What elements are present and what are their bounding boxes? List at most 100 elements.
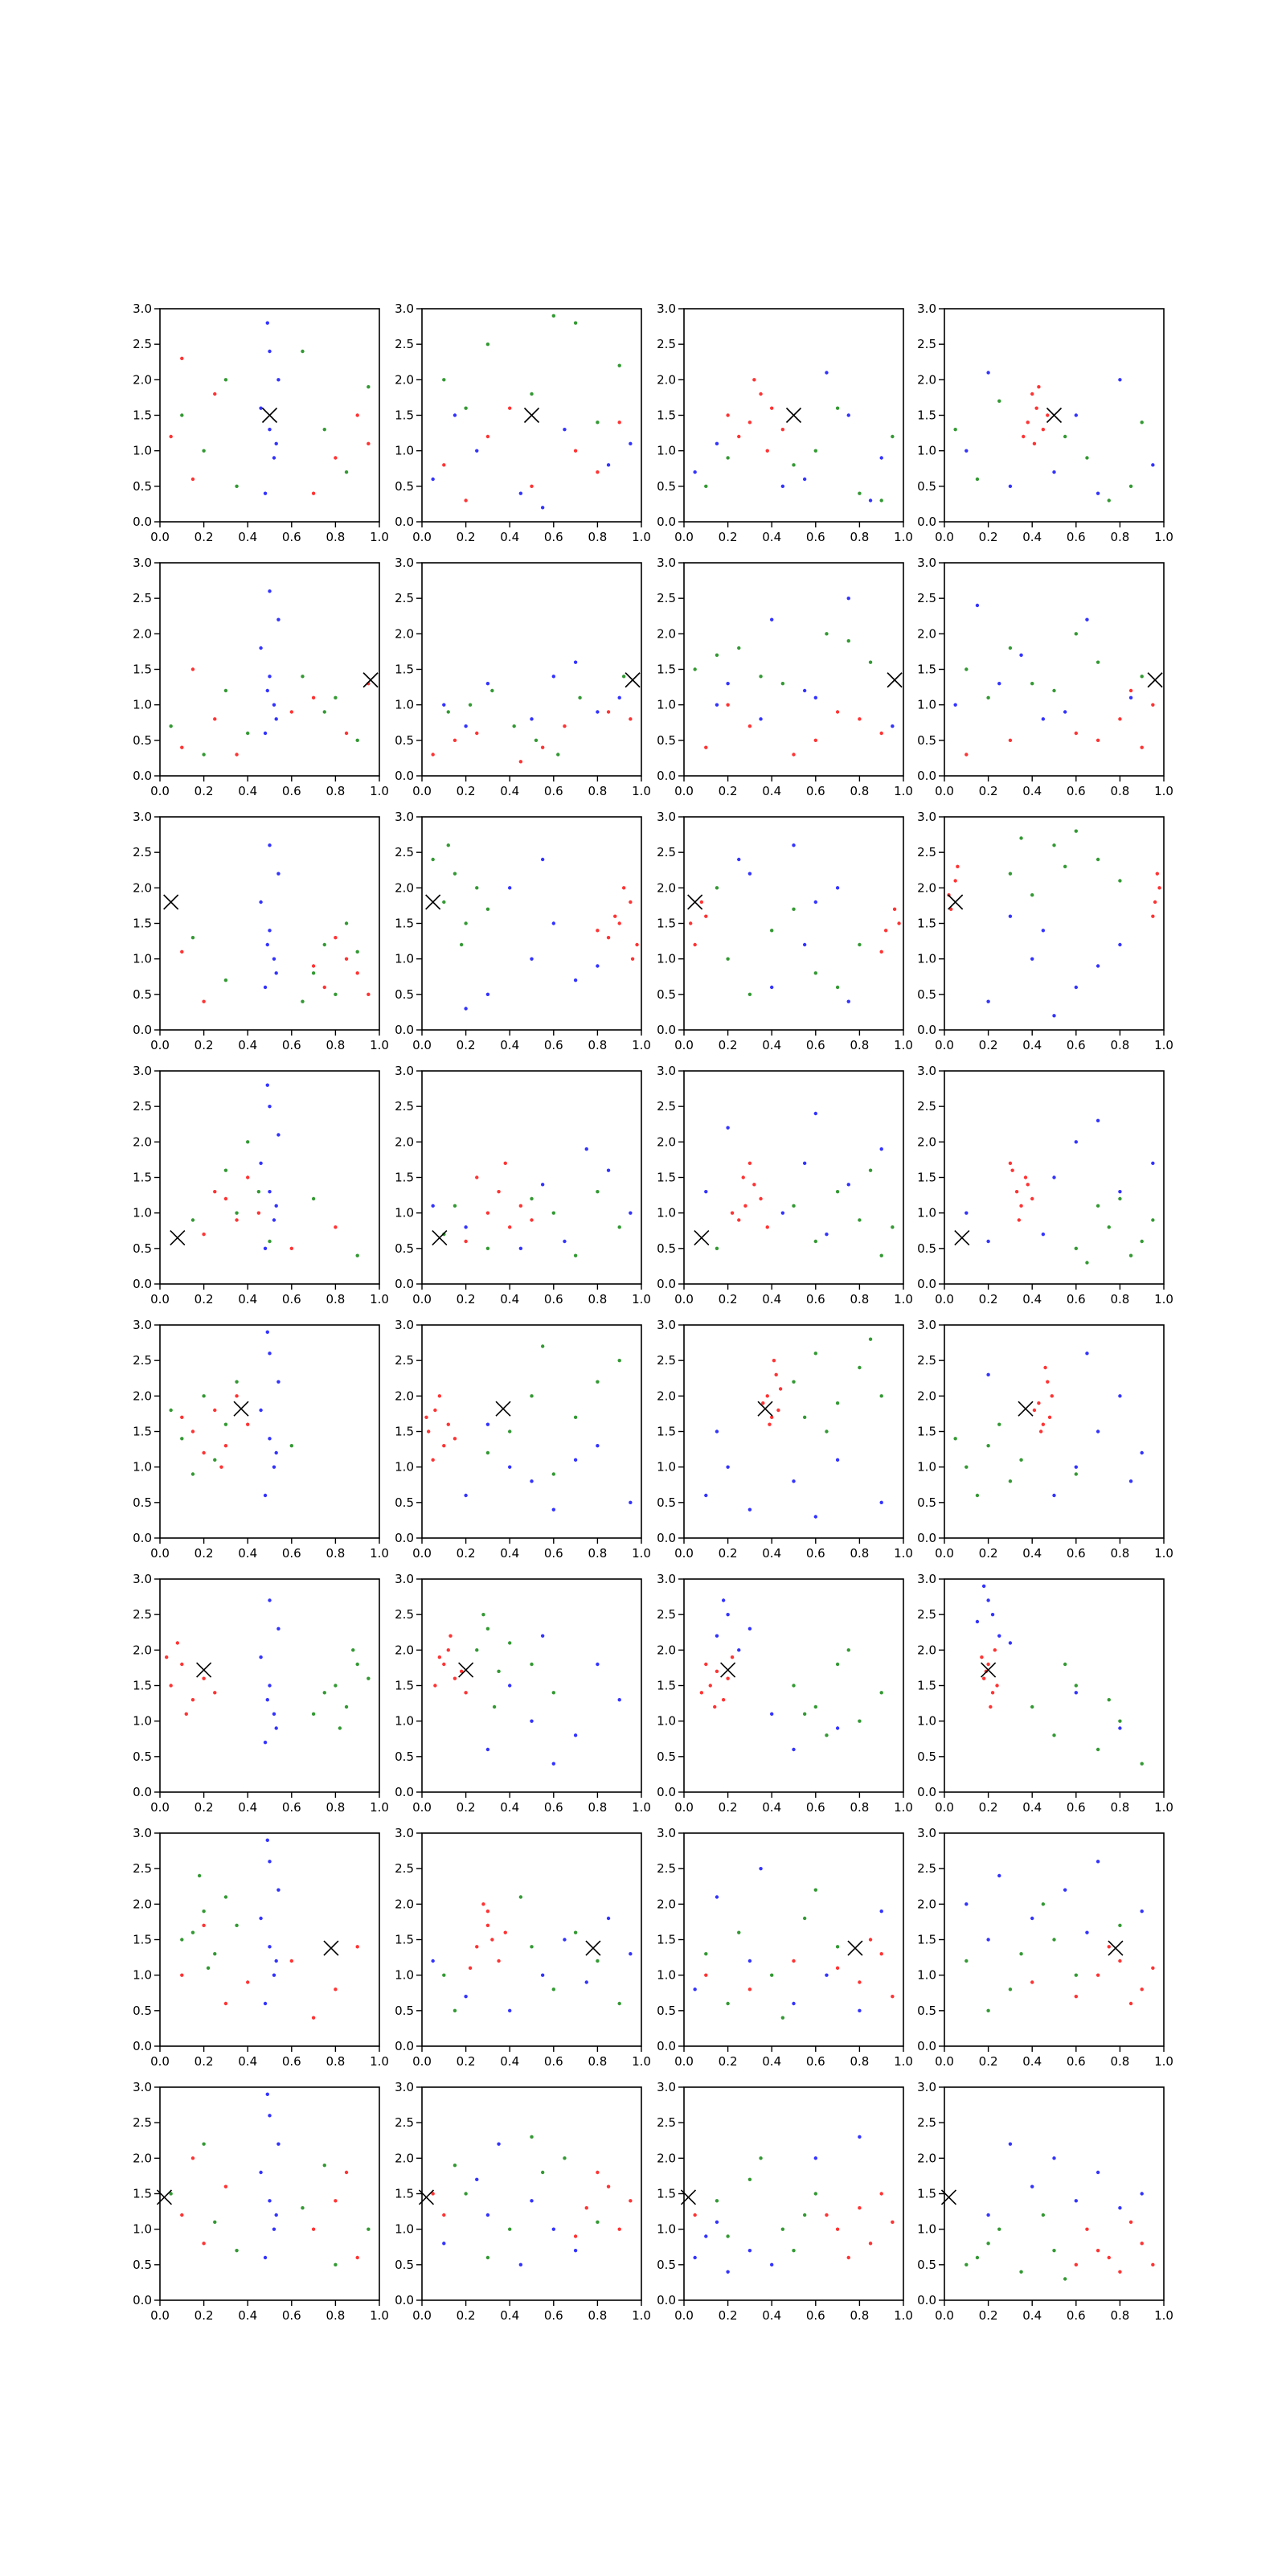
y-tick-label: 3.0 (657, 1826, 676, 1840)
scatter-point (508, 1684, 512, 1688)
scatter-point (1063, 864, 1067, 869)
scatter-point (964, 449, 969, 453)
scatter-point (606, 1916, 611, 1921)
scatter-point (265, 1697, 269, 1702)
y-tick-label: 0.5 (395, 2258, 414, 2272)
x-marker (940, 2189, 957, 2205)
scatter-point (1096, 1973, 1100, 1977)
y-tick-label: 0.0 (395, 1277, 414, 1291)
scatter-point (770, 1973, 774, 1977)
y-tick-label: 0.0 (133, 1023, 152, 1037)
y-tick-label: 0.0 (133, 1277, 152, 1291)
y-tick-label: 0.5 (917, 1495, 936, 1510)
scatter-point (975, 603, 980, 608)
y-tick-label: 1.5 (395, 917, 414, 931)
scatter-point (759, 1196, 763, 1201)
scatter-point (846, 1648, 850, 1652)
scatter-point (184, 1712, 188, 1717)
y-tick-label: 1.5 (657, 408, 676, 423)
y-tick-label: 0.5 (395, 987, 414, 1002)
scatter-point (606, 2184, 611, 2188)
x-tick-label: 0.2 (195, 530, 214, 544)
y-tick-label: 2.5 (133, 845, 152, 859)
scatter-point (334, 695, 338, 700)
y-tick-label: 3.0 (917, 2080, 936, 2094)
scatter-point (563, 1239, 567, 1244)
scatter-point (617, 420, 621, 425)
scatter-point (578, 695, 582, 700)
scatter-point (792, 2248, 796, 2253)
scatter-point (263, 985, 268, 990)
scatter-point (272, 2227, 276, 2231)
y-tick-label: 1.5 (133, 917, 152, 931)
scatter-point (1151, 1218, 1155, 1222)
scatter-point (431, 1458, 435, 1462)
scatter-point (704, 1493, 708, 1498)
subplot: 0.0 0.2 0.4 0.6 0.8 1.0 0.0 0.5 1.0 1.5 2.0 2.5 3.0 (657, 1826, 913, 2069)
scatter-point (879, 1146, 883, 1151)
scatter-point (213, 392, 217, 396)
scatter-point (835, 710, 840, 714)
scatter-point (1118, 942, 1122, 947)
scatter-point (235, 1394, 239, 1398)
scatter-point (311, 2016, 316, 2020)
scatter-point (975, 1493, 980, 1498)
scatter-point (813, 1239, 817, 1244)
scatter-point (1096, 1860, 1100, 1864)
x-tick-label: 0.8 (588, 1546, 607, 1561)
y-tick-label: 0.5 (657, 2004, 676, 2018)
scatter-point (1096, 964, 1100, 968)
scatter-point (792, 1479, 796, 1483)
scatter-point (835, 1458, 840, 1462)
x-tick-label: 0.0 (674, 530, 694, 544)
scatter-point (704, 914, 708, 918)
y-tick-label: 0.0 (917, 1277, 936, 1291)
y-tick-label: 2.0 (917, 2151, 936, 2165)
x-tick-label: 0.4 (500, 2054, 519, 2069)
scatter-point (792, 463, 796, 467)
x-tick-label: 0.0 (412, 784, 432, 798)
scatter-point (596, 929, 600, 933)
scatter-point (485, 1747, 490, 1752)
scatter-point (272, 703, 276, 707)
x-tick-label: 0.4 (1022, 784, 1042, 798)
scatter-point (1041, 427, 1046, 432)
scatter-point (530, 957, 534, 961)
x-tick-label: 0.6 (282, 1546, 301, 1561)
scatter-point (846, 638, 850, 643)
scatter-point (986, 999, 990, 1003)
scatter-point (190, 477, 195, 482)
scatter-point (322, 985, 326, 990)
y-tick-label: 0.5 (395, 1495, 414, 1510)
scatter-point (431, 1959, 435, 1963)
scatter-point (704, 745, 708, 749)
scatter-point (868, 1168, 873, 1172)
x-tick-label: 1.0 (894, 1292, 913, 1306)
scatter-point (322, 710, 326, 714)
scatter-point (1140, 745, 1144, 749)
scatter-point (825, 1430, 829, 1434)
scatter-point (1019, 1204, 1023, 1208)
y-tick-label: 0.5 (133, 2258, 152, 2272)
scatter-point (213, 1189, 217, 1194)
scatter-point (1046, 1380, 1050, 1384)
x-tick-label: 0.2 (195, 1292, 214, 1306)
scatter-point (551, 1472, 555, 1476)
y-tick-label: 1.5 (917, 1933, 936, 1947)
y-tick-label: 2.0 (395, 1897, 414, 1911)
scatter-point (169, 434, 173, 439)
scatter-point (1063, 1662, 1067, 1667)
scatter-point (1128, 1479, 1133, 1483)
scatter-point (1074, 1684, 1079, 1688)
x-tick-label: 1.0 (1154, 2308, 1173, 2323)
axes-frame (944, 562, 1165, 777)
x-tick-label: 1.0 (632, 1800, 651, 1815)
scatter-point (1096, 1430, 1100, 1434)
scatter-point (1074, 1472, 1079, 1476)
scatter-point (1063, 2277, 1067, 2281)
x-tick-label: 0.6 (1067, 2308, 1086, 2323)
scatter-point (1074, 829, 1079, 833)
scatter-point (265, 2092, 269, 2097)
x-tick-label: 1.0 (894, 784, 913, 798)
scatter-point (190, 935, 195, 940)
